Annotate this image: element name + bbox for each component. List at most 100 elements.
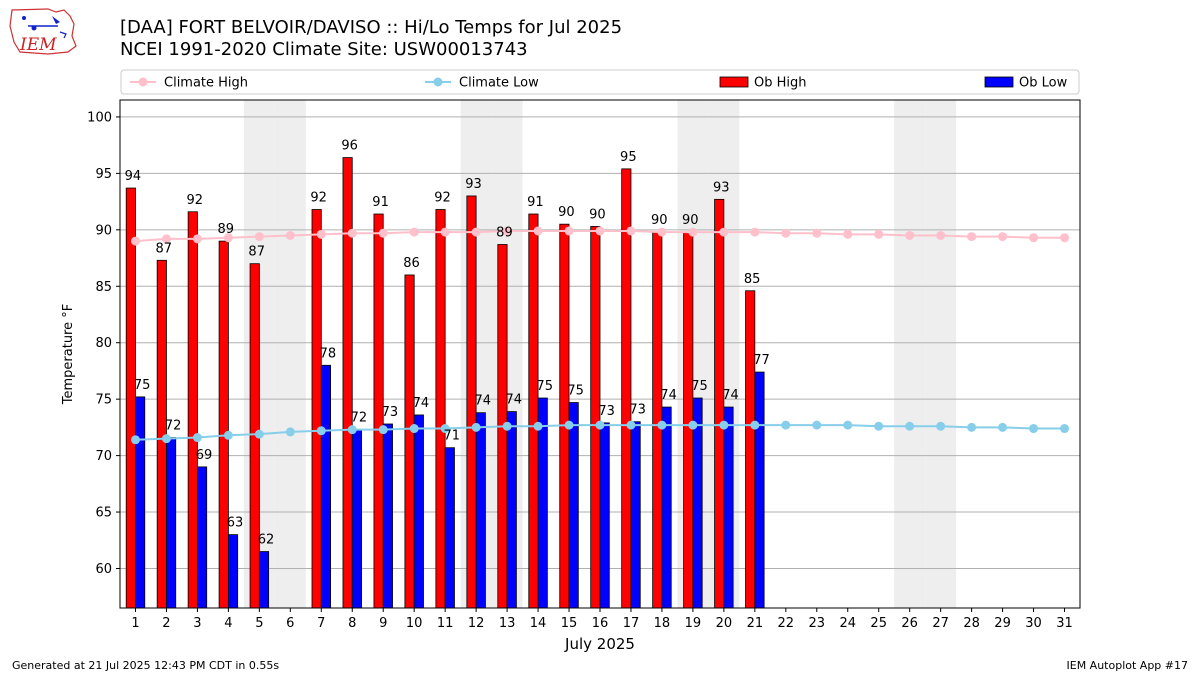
ob-high-label-9: 91 [372,195,389,210]
climate-low-point-16 [595,420,605,430]
climate-low-point-17 [626,420,636,430]
climate-low-point-4 [223,430,233,440]
chart-subtitle: NCEI 1991-2020 Climate Site: USW00013743 [120,39,528,60]
climate-high-point-16 [595,226,605,236]
climate-low-point-22 [781,420,791,430]
legend-label-ob-high: Ob High [754,76,807,91]
x-tick-label-6: 6 [286,616,294,631]
x-tick-label-16: 16 [592,616,609,631]
ob-low-bar-21 [754,371,765,609]
data-labels: 94 87 92 89 87 92 96 91 86 92 93 89 91 90 90 95 90 90 93 85… [125,139,770,548]
ob-high-label-14: 91 [527,195,544,210]
ob-low-label-7: 78 [320,346,337,361]
climate-high-point-25 [874,229,884,239]
ob-high-label-10: 86 [403,256,420,271]
x-tick-label-30: 30 [1025,616,1042,631]
climate-low-point-24 [843,420,853,430]
ob-low-bar-1 [135,396,146,609]
x-tick-label-15: 15 [561,616,578,631]
legend-swatch-ob-low [984,76,1014,88]
ob-high-bar-21 [745,290,756,609]
climate-high-point-6 [285,230,295,240]
climate-high-point-22 [781,228,791,238]
ob-low-bar-7 [320,364,331,609]
climate-high-point-24 [843,229,853,239]
ob-low-bar-10 [413,414,424,609]
ob-low-bar-18 [661,406,672,609]
x-tick-label-11: 11 [437,616,454,631]
ob-low-bar-2 [166,437,177,609]
x-tick-label-20: 20 [716,616,733,631]
ob-high-bar-18 [652,231,663,609]
legend-label-ob-low: Ob Low [1019,76,1068,91]
x-tick-label-8: 8 [348,616,356,631]
ob-high-label-12: 93 [465,177,482,192]
ob-low-label-19: 75 [691,379,708,394]
ob-high-label-21: 85 [744,272,761,287]
ob-high-label-20: 93 [713,180,730,195]
ob-low-label-17: 73 [629,403,646,418]
climate-high-point-20 [719,227,729,237]
climate-high-point-14 [533,226,543,236]
ob-low-bar-20 [723,406,734,609]
x-tick-label-25: 25 [870,616,887,631]
climate-low-point-21 [750,420,760,430]
x-tick-label-10: 10 [406,616,423,631]
ob-low-bar-17 [630,421,641,609]
ob-high-bar-19 [683,231,694,609]
climate-high-point-3 [192,234,202,244]
climate-high-point-21 [750,227,760,237]
y-tick-label-70: 70 [95,449,112,464]
climate-low-point-18 [657,420,667,430]
climate-high-point-23 [812,228,822,238]
y-tick-label-90: 90 [95,223,112,238]
ob-high-label-4: 89 [217,222,234,237]
ob-high-bar-2 [156,259,167,609]
x-tick-label-14: 14 [530,616,547,631]
ob-high-bar-1 [125,187,136,609]
x-tick-label-18: 18 [654,616,671,631]
legend: Climate High Climate Low Ob High Ob Low [120,69,1080,95]
y-tick-label-60: 60 [95,562,112,577]
ob-high-label-3: 92 [187,193,204,208]
ob-high-bar-11 [435,209,446,609]
ob-low-label-11: 71 [444,429,461,444]
y-tick-label-95: 95 [95,167,112,182]
x-tick-label-23: 23 [809,616,826,631]
ob-low-bar-3 [197,466,208,609]
climate-low-point-6 [285,427,295,437]
climate-low-point-15 [564,420,574,430]
ob-low-bar-13 [506,411,517,609]
x-tick-label-28: 28 [963,616,980,631]
climate-low-point-7 [316,426,326,436]
climate-low-point-19 [688,420,698,430]
y-tick-label-65: 65 [95,506,112,521]
logo-text: IEM [19,35,57,55]
ob-low-bar-8 [351,429,362,609]
ob-low-label-15: 75 [567,384,584,399]
weekend-shade-day-27 [925,100,957,608]
climate-low-point-14 [533,421,543,431]
ob-high-label-5: 87 [248,245,265,260]
legend-swatch-ob-high [719,76,749,88]
footer-app: IEM Autoplot App #17 [1066,659,1189,672]
ob-high-bar-8 [342,157,353,609]
x-tick-label-17: 17 [623,616,640,631]
ob-high-label-11: 92 [434,191,451,206]
ob-low-bar-4 [227,534,239,609]
y-axis-label: Temperature °F [61,304,76,405]
climate-low-point-11 [440,424,450,434]
ob-high-label-7: 92 [310,191,327,206]
climate-high-point-7 [316,229,326,239]
ob-high-label-2: 87 [156,241,173,256]
climate-low-point-12 [471,422,481,432]
y-tick-label-100: 100 [87,110,112,125]
ob-low-label-10: 74 [413,396,430,411]
climate-high-point-9 [378,228,388,238]
ob-high-label-18: 90 [651,213,668,228]
ob-low-label-9: 73 [382,405,399,420]
ob-high-bar-10 [404,274,415,609]
ob-low-label-14: 75 [536,379,553,394]
ob-high-label-15: 90 [558,205,575,220]
